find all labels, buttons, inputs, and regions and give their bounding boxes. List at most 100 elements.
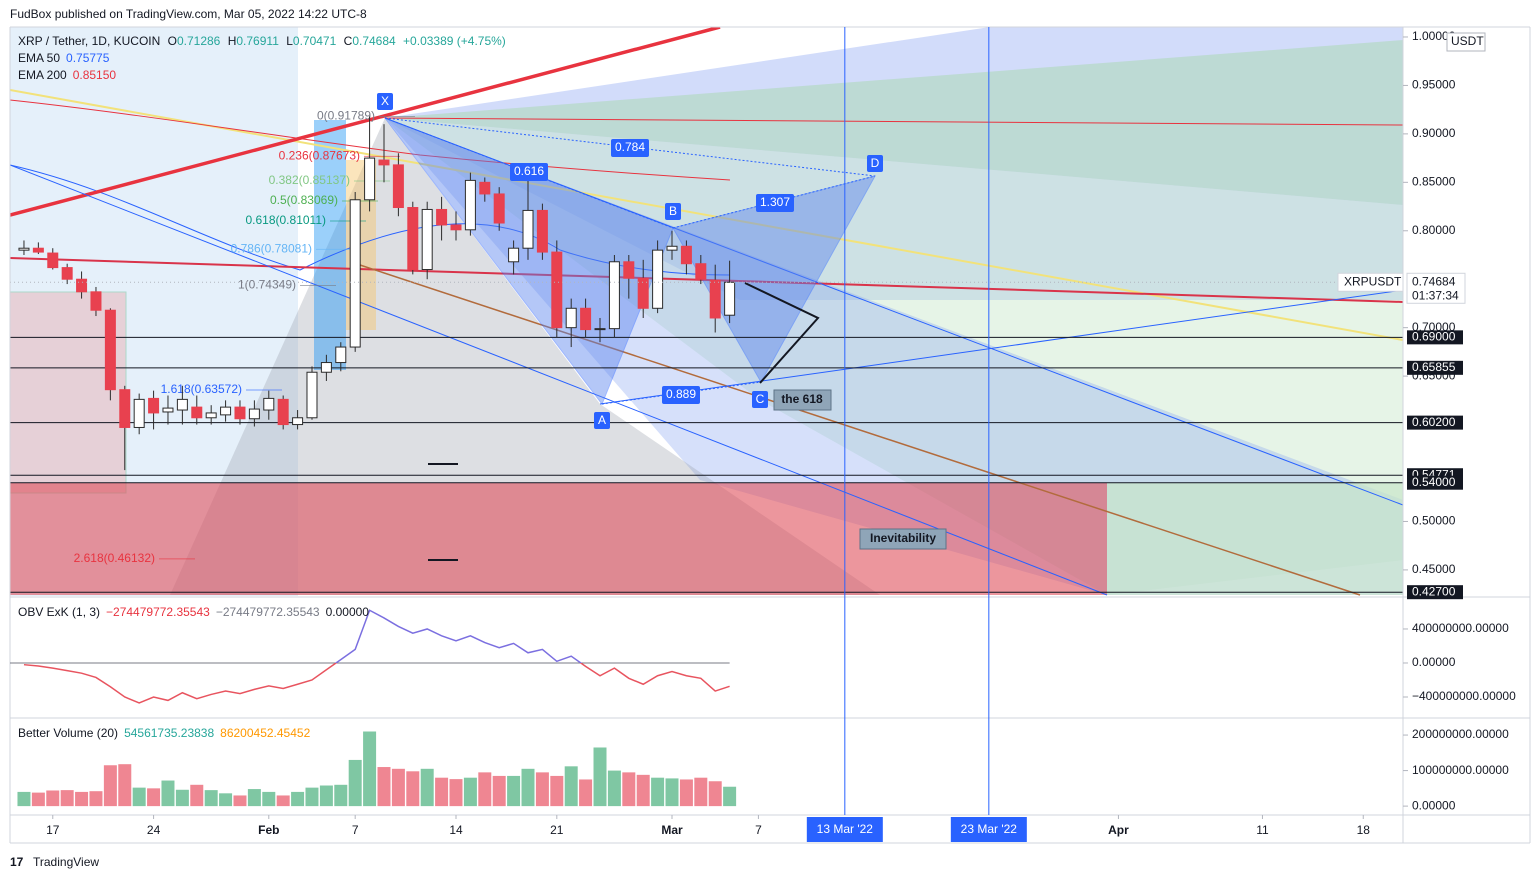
currency-box bbox=[1446, 32, 1486, 52]
candle-body bbox=[378, 159, 390, 166]
symbol-box bbox=[1337, 272, 1404, 292]
candle-body bbox=[277, 398, 289, 426]
trend-line bbox=[10, 27, 721, 217]
xabcd-ratio-line bbox=[384, 117, 674, 229]
volume-bar bbox=[679, 779, 693, 807]
volume-bar bbox=[708, 781, 722, 807]
volume-bar bbox=[291, 791, 305, 807]
candle-body bbox=[119, 389, 131, 428]
fib-label: 0.786(0.78081) bbox=[231, 242, 312, 256]
volume-bar bbox=[175, 789, 189, 807]
volume-bar bbox=[204, 790, 218, 807]
x-tick-label: Mar bbox=[661, 823, 683, 837]
candle-body bbox=[522, 209, 534, 249]
ohlc-value: 0.74684 bbox=[352, 34, 396, 48]
symbol-legend: XRP / Tether, 1D, KUCOIN O0.71286 H0.769… bbox=[18, 34, 506, 48]
volume-bar bbox=[521, 768, 535, 807]
pitchfork-band bbox=[385, 27, 1403, 300]
indicator-value: −274479772.35543 bbox=[106, 605, 210, 619]
price-line-label: 0.65855 bbox=[1412, 360, 1456, 374]
volume-bar bbox=[147, 788, 161, 807]
x-tick-label: 18 bbox=[1357, 823, 1371, 837]
pattern-ratio: 0.616 bbox=[514, 164, 544, 178]
pattern-point: A bbox=[598, 413, 606, 427]
candle-body bbox=[551, 251, 563, 329]
countdown: 01:37:34 bbox=[1412, 288, 1459, 302]
y-tick-label: 0.00000 bbox=[1412, 798, 1456, 812]
indicator-legend: OBV ExK (1, 3) −274479772.35543 −274479772… bbox=[18, 605, 369, 619]
ohlc-value: 0.76911 bbox=[236, 34, 279, 48]
last-price-label: 0.74684 bbox=[1412, 274, 1456, 288]
y-tick-label: 0.95000 bbox=[1412, 78, 1456, 92]
pattern-point: B bbox=[669, 204, 677, 218]
pitchfork-line bbox=[384, 117, 1403, 126]
y-tick-label: 200000000.00000 bbox=[1412, 727, 1509, 741]
volume-bar bbox=[17, 791, 31, 807]
candle-body bbox=[709, 279, 721, 319]
candle-body bbox=[464, 179, 476, 231]
volume-bar bbox=[305, 787, 319, 807]
candle-body bbox=[637, 277, 649, 309]
candle-body bbox=[104, 309, 116, 391]
candle-body bbox=[320, 362, 332, 373]
drawings bbox=[10, 27, 1403, 596]
ohlc-value: 0.70471 bbox=[293, 34, 337, 48]
volume-bar bbox=[435, 777, 449, 807]
candle-body bbox=[580, 307, 592, 331]
y-tick-label: 0.00000 bbox=[1412, 655, 1456, 669]
indicator-label: EMA 200 0.85150 bbox=[18, 68, 116, 82]
x-tick-label: Feb bbox=[258, 823, 279, 837]
ohlc-value: 0.71286 bbox=[177, 34, 221, 48]
annotation: Inevitability bbox=[870, 531, 936, 545]
candle-body bbox=[421, 208, 433, 271]
volume-bar bbox=[233, 795, 247, 807]
candle-body bbox=[176, 398, 188, 411]
volume-bar bbox=[406, 771, 420, 807]
pattern-labels: X A B C D 0.784 0.616 1.307 0.889 the 61… bbox=[377, 93, 947, 550]
grey-zone bbox=[170, 118, 880, 595]
ohlc-key: L bbox=[286, 34, 293, 48]
volume-bar bbox=[463, 777, 477, 807]
y-tick-label: 0.90000 bbox=[1412, 126, 1456, 140]
y-tick-label: 0.85000 bbox=[1412, 174, 1456, 188]
x-tick-label: 7 bbox=[755, 823, 762, 837]
ohlc-key: O bbox=[168, 34, 177, 48]
pattern-ratio: 0.889 bbox=[666, 387, 696, 401]
candle-body bbox=[565, 307, 577, 329]
last-price-box bbox=[1406, 272, 1466, 304]
candle-body bbox=[407, 207, 419, 271]
candle-body bbox=[450, 224, 462, 231]
x-tick-label: Apr bbox=[1108, 823, 1129, 837]
x-tick-label: 14 bbox=[449, 823, 463, 837]
indicator-value: −274479772.35543 bbox=[216, 605, 320, 619]
volume-bar bbox=[507, 775, 521, 807]
candle-body bbox=[724, 281, 736, 316]
candle-body bbox=[493, 193, 505, 224]
trend-line bbox=[10, 89, 1403, 341]
price-line-box bbox=[1407, 585, 1463, 600]
price-line-label: 0.60200 bbox=[1412, 415, 1456, 429]
candle-body bbox=[666, 245, 678, 251]
volume-profile bbox=[314, 120, 346, 370]
candle-body bbox=[680, 245, 692, 265]
indicator-title: Better Volume (20) bbox=[18, 726, 118, 740]
volume-bar bbox=[651, 777, 665, 807]
pitchfork-line bbox=[359, 264, 1361, 596]
volume-bar bbox=[622, 772, 636, 807]
volume-bar bbox=[118, 764, 132, 807]
volume-bar bbox=[550, 775, 564, 807]
indicator-value: 0.85150 bbox=[73, 68, 117, 82]
y-tick-label: 0.50000 bbox=[1412, 514, 1456, 528]
ohlc-key: H bbox=[228, 34, 237, 48]
candle-body bbox=[191, 406, 203, 419]
volume-bar bbox=[593, 747, 607, 807]
candle-body bbox=[248, 408, 260, 420]
candle-body bbox=[205, 412, 217, 419]
channel-band bbox=[385, 118, 1403, 595]
volume-bar bbox=[723, 786, 737, 807]
candle-body bbox=[335, 346, 347, 364]
price-line-label: 0.69000 bbox=[1412, 330, 1456, 344]
volume-bar bbox=[391, 768, 405, 807]
pattern-ratio: 0.784 bbox=[615, 140, 645, 154]
volume-bar bbox=[161, 780, 175, 807]
